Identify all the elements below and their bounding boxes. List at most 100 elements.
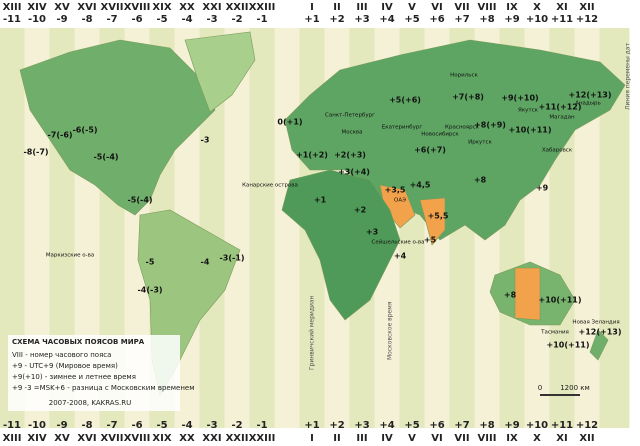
zone-roman-top: IV: [381, 2, 393, 13]
zone-roman-top: XIX: [152, 2, 171, 13]
zone-offset-bottom: -8: [81, 420, 92, 431]
zone-offset-top: -7: [106, 14, 117, 25]
zone-roman-top: XIII: [3, 2, 22, 13]
zone-roman-top: VII: [454, 2, 469, 13]
zone-label: +1: [314, 196, 327, 205]
zone-roman-top: VI: [431, 2, 442, 13]
zone-offset-top: +12: [576, 14, 598, 25]
zone-label: +12(+13): [579, 328, 622, 337]
zone-offset-bottom: +8: [479, 420, 494, 431]
zone-roman-bottom: I: [310, 433, 314, 444]
zone-roman-bottom: XII: [579, 433, 594, 444]
place-name: Канарские острова: [242, 183, 298, 189]
zone-offset-top: +3: [354, 14, 369, 25]
zone-label: +3: [366, 228, 378, 237]
zone-offset-bottom: -7: [106, 420, 117, 431]
zone-offset-bottom: +9: [504, 420, 519, 431]
zone-label: -5(-4): [127, 196, 152, 205]
zone-offset-bottom: -6: [131, 420, 142, 431]
legend-line: +9 - UTC+9 (Мировое время): [12, 362, 118, 370]
zone-offset-top: -8: [81, 14, 92, 25]
place-name: Якутск: [518, 108, 539, 114]
zone-offset-top: +7: [454, 14, 469, 25]
zone-label: +2(+3): [334, 151, 366, 160]
zone-label: -4: [201, 258, 210, 267]
zone-label: -5: [146, 258, 155, 267]
scale-start: 0: [538, 384, 542, 392]
zone-offset-top: +10: [526, 14, 548, 25]
zone-roman-bottom: IV: [381, 433, 393, 444]
zone-label: +3(+4): [338, 168, 370, 177]
zone-offset-top: -3: [206, 14, 217, 25]
zone-label: -7(-6): [47, 131, 72, 140]
legend-line: VIII - номер часового пояса: [12, 351, 111, 359]
zone-roman-top: I: [310, 2, 314, 13]
zone-label: 0(+1): [277, 118, 302, 127]
zone-roman-top: XVIII: [124, 2, 151, 13]
zone-offset-bottom: +1: [304, 420, 319, 431]
zone-roman-bottom: VI: [431, 433, 442, 444]
place-name: Магадан: [549, 115, 575, 121]
zone-roman-bottom: X: [533, 433, 541, 444]
zone-label: +4,5: [410, 181, 431, 190]
zone-roman-bottom: XIII: [3, 433, 22, 444]
zone-label: +1(+2): [296, 151, 328, 160]
zone-roman-bottom: III: [356, 433, 367, 444]
zone-offset-bottom: +10: [526, 420, 548, 431]
place-name: Маркизские о-ва: [46, 253, 94, 259]
zone-roman-bottom: XVII: [101, 433, 124, 444]
place-name: Иркутск: [468, 140, 492, 146]
legend-line: +9 -3 =MSK+6 - разница с Московским врем…: [12, 384, 194, 392]
africa: [281, 169, 401, 321]
zone-offset-top: -6: [131, 14, 142, 25]
place-name: Екатеринбург: [382, 125, 423, 131]
zone-label: +4: [394, 252, 407, 261]
arabia-india: [379, 184, 446, 246]
zone-offset-top: -10: [28, 14, 46, 25]
zone-offset-bottom: -1: [256, 420, 267, 431]
vertical-label: Гринвичский меридиан: [309, 295, 316, 370]
zone-roman-bottom: XVI: [77, 433, 96, 444]
zone-offset-top: -9: [56, 14, 67, 25]
zone-roman-bottom: VII: [454, 433, 469, 444]
zone-roman-bottom: XXI: [202, 433, 221, 444]
place-name: Новосибирск: [421, 132, 459, 138]
zone-roman-bottom: II: [333, 433, 340, 444]
vertical-label: Московское время: [387, 301, 394, 360]
place-name: ОАЭ: [394, 198, 406, 204]
zone-roman-top: XIV: [27, 2, 46, 13]
zone-roman-top: III: [356, 2, 367, 13]
new-zealand: [589, 329, 609, 361]
zone-roman-top: IX: [506, 2, 518, 13]
zone-roman-top: XVII: [101, 2, 124, 13]
zone-offset-top: -4: [181, 14, 192, 25]
zone-label: +8: [474, 176, 487, 185]
zone-label: +7(+8): [452, 93, 484, 102]
zone-label: +8: [504, 291, 517, 300]
zone-roman-bottom: V: [408, 433, 416, 444]
zone-offset-top: +8: [479, 14, 494, 25]
zone-stripe: [274, 28, 300, 428]
zone-roman-bottom: XIX: [152, 433, 171, 444]
zone-roman-bottom: IX: [506, 433, 518, 444]
zone-roman-bottom: XXIII: [249, 433, 276, 444]
zone-label: +5: [424, 236, 437, 245]
zone-label: +12(+13): [569, 91, 612, 100]
zone-roman-bottom: XI: [556, 433, 567, 444]
zone-roman-top: XX: [179, 2, 195, 13]
place-name: Анадырь: [575, 101, 601, 107]
zone-offset-bottom: +11: [551, 420, 573, 431]
zone-offset-top: -5: [156, 14, 167, 25]
legend-line: +9(+10) - зимнее и летнее время: [12, 373, 136, 381]
zone-roman-top: XXII: [226, 2, 249, 13]
greenland: [184, 31, 256, 113]
zone-stripe: [249, 28, 275, 428]
place-name: Хабаровск: [542, 148, 573, 154]
zone-roman-top: XII: [579, 2, 594, 13]
zone-offset-bottom: +5: [404, 420, 419, 431]
zone-offset-bottom: +3: [354, 420, 369, 431]
zone-roman-top: XXIII: [249, 2, 276, 13]
zone-offset-top: +5: [404, 14, 419, 25]
zone-roman-top: VIII: [478, 2, 497, 13]
